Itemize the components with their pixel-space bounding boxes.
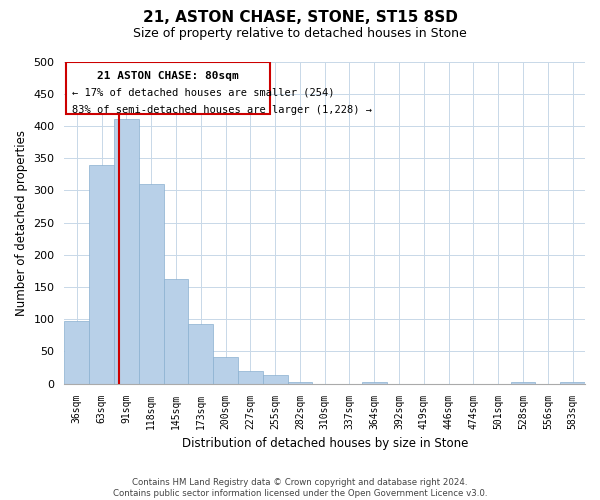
Y-axis label: Number of detached properties: Number of detached properties xyxy=(15,130,28,316)
Text: ← 17% of detached houses are smaller (254): ← 17% of detached houses are smaller (25… xyxy=(72,88,334,98)
Text: Contains HM Land Registry data © Crown copyright and database right 2024.
Contai: Contains HM Land Registry data © Crown c… xyxy=(113,478,487,498)
Bar xyxy=(213,356,238,384)
Bar xyxy=(188,324,213,384)
Bar xyxy=(263,374,287,384)
Bar xyxy=(238,372,263,384)
Bar xyxy=(560,382,585,384)
Bar xyxy=(511,382,535,384)
Text: 83% of semi-detached houses are larger (1,228) →: 83% of semi-detached houses are larger (… xyxy=(72,104,372,115)
X-axis label: Distribution of detached houses by size in Stone: Distribution of detached houses by size … xyxy=(182,437,468,450)
Bar xyxy=(287,382,313,384)
Bar xyxy=(362,382,386,384)
Bar xyxy=(64,321,89,384)
Text: Size of property relative to detached houses in Stone: Size of property relative to detached ho… xyxy=(133,28,467,40)
FancyBboxPatch shape xyxy=(65,62,270,114)
Bar xyxy=(164,278,188,384)
Text: 21 ASTON CHASE: 80sqm: 21 ASTON CHASE: 80sqm xyxy=(97,71,239,81)
Bar xyxy=(89,164,114,384)
Text: 21, ASTON CHASE, STONE, ST15 8SD: 21, ASTON CHASE, STONE, ST15 8SD xyxy=(143,10,457,25)
Bar xyxy=(139,184,164,384)
Bar xyxy=(114,120,139,384)
